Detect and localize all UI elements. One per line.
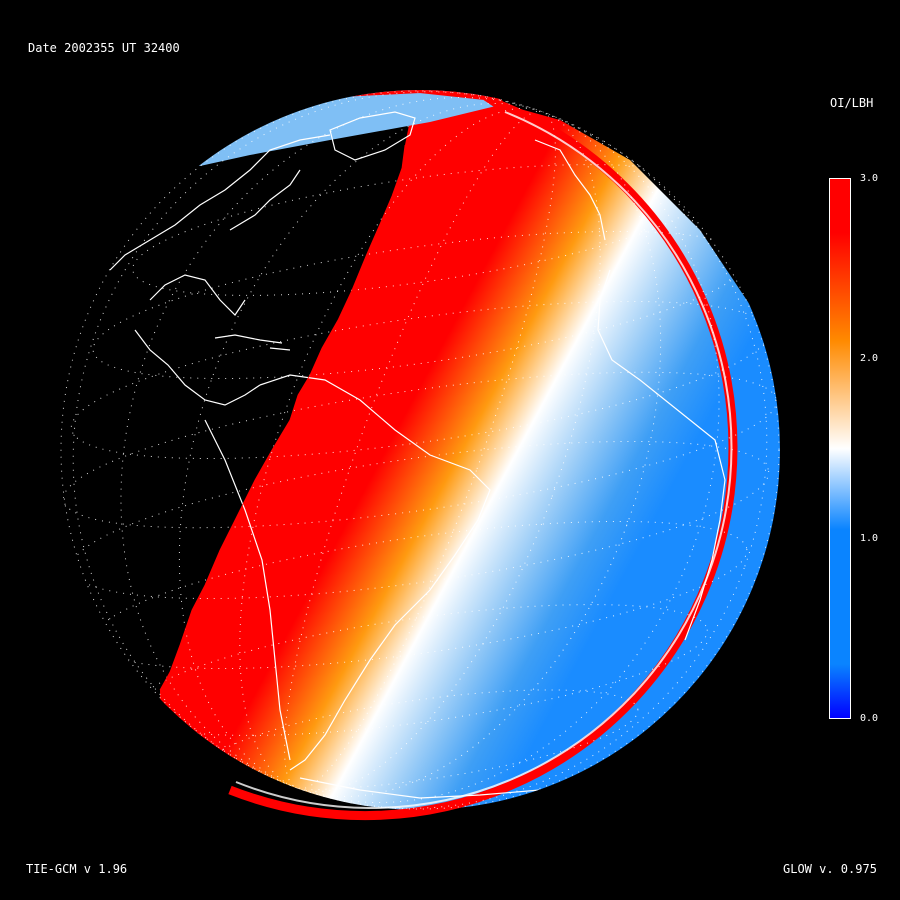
limb-rim xyxy=(228,100,738,821)
dayside-field xyxy=(160,102,780,810)
coastlines xyxy=(109,111,726,799)
plot-title: Date 2002355 UT 32400 xyxy=(28,41,180,55)
colorbar xyxy=(829,178,851,719)
glow-version-label: GLOW v. 0.975 xyxy=(783,862,877,876)
terminator-edge xyxy=(159,144,406,691)
model-version-label: TIE-GCM v 1.96 xyxy=(26,862,128,876)
colorbar-tick-2: 2.0 xyxy=(860,353,879,364)
colorbar-tick-min: 0.0 xyxy=(860,713,879,724)
colorbar-title: OI/LBH xyxy=(830,96,874,110)
colorbar-tick-1: 1.0 xyxy=(860,533,879,544)
colorbar-tick-max: 3.0 xyxy=(860,173,879,184)
